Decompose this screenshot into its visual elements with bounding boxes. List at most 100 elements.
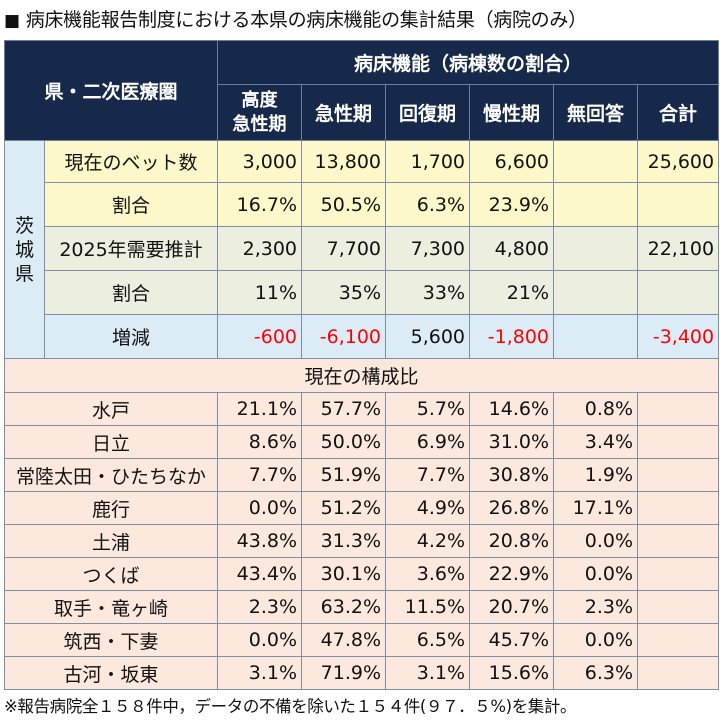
cell: 5.7% — [385, 392, 471, 426]
cell — [637, 557, 720, 591]
cell: 51.9% — [301, 458, 387, 492]
cell: 45.7% — [469, 623, 555, 657]
cell: -3,400 — [637, 314, 720, 359]
cell: 7,700 — [301, 226, 387, 271]
cell — [553, 226, 639, 271]
table-row: 水戸 21.1% 57.7% 5.7% 14.6% 0.8% — [3, 392, 720, 426]
cell: 13,800 — [301, 140, 387, 183]
cell: 2,300 — [217, 226, 303, 271]
cell: 43.4% — [217, 557, 303, 591]
cell — [637, 270, 720, 315]
footnote: ※報告病院全１５８件中，データの不備を除いた１５４件(９７．５%)を集計。 — [4, 697, 577, 716]
cell: 4,800 — [469, 226, 555, 271]
cell — [637, 458, 720, 492]
table-row: 筑西・下妻 0.0% 47.8% 6.5% 45.7% 0.0% — [3, 623, 720, 657]
cell: 14.6% — [469, 392, 555, 426]
row-label: 増減 — [43, 314, 219, 359]
cell — [553, 270, 639, 315]
col-header-chronic: 慢性期 — [469, 84, 555, 141]
cell: 15.6% — [469, 656, 555, 690]
row-label: つくば — [3, 557, 219, 591]
cell: 3.1% — [217, 656, 303, 690]
table-row: 割合 16.7% 50.5% 6.3% 23.9% — [4, 182, 720, 227]
col-header-high-acute: 高度 急性期 — [217, 84, 303, 141]
col-header-no-answer: 無回答 — [553, 84, 639, 141]
cell: 51.2% — [301, 491, 387, 525]
bed-function-group-header: 病床機能（病棟数の割合） — [217, 40, 720, 85]
cell: 6.3% — [553, 656, 639, 690]
cell: 1.9% — [553, 458, 639, 492]
table-row: 鹿行 0.0% 51.2% 4.9% 26.8% 17.1% — [3, 491, 720, 525]
prefecture-name: 茨 城 県 — [4, 140, 45, 359]
table-row: 取手・竜ヶ崎 2.3% 63.2% 11.5% 20.7% 2.3% — [3, 590, 720, 624]
table-row: 古河・坂東 3.1% 71.9% 3.1% 15.6% 6.3% — [3, 656, 720, 690]
cell: 16.7% — [217, 182, 303, 227]
cell: 20.8% — [469, 524, 555, 558]
cell: -6,100 — [301, 314, 387, 359]
row-label: 鹿行 — [3, 491, 219, 525]
cell: 0.0% — [217, 623, 303, 657]
cell — [637, 392, 720, 426]
cell: 6,600 — [469, 140, 555, 183]
row-label: 常陸太田・ひたちなか — [3, 458, 219, 492]
cell: 4.9% — [385, 491, 471, 525]
cell: 30.1% — [301, 557, 387, 591]
cell: 35% — [301, 270, 387, 315]
cell — [637, 590, 720, 624]
cell: 20.7% — [469, 590, 555, 624]
cell — [637, 623, 720, 657]
cell: 31.3% — [301, 524, 387, 558]
cell: 25,600 — [637, 140, 720, 183]
cell: 31.0% — [469, 425, 555, 459]
cell: 3.1% — [385, 656, 471, 690]
cell: 0.0% — [217, 491, 303, 525]
cell: -600 — [217, 314, 303, 359]
cell: 50.5% — [301, 182, 387, 227]
cell: 50.0% — [301, 425, 387, 459]
region-column-header: 県・二次医療圏 — [3, 40, 219, 141]
composition-heading: 現在の構成比 — [3, 358, 720, 393]
cell: 8.6% — [217, 425, 303, 459]
table-row: 日立 8.6% 50.0% 6.9% 31.0% 3.4% — [3, 425, 720, 459]
cell: 11.5% — [385, 590, 471, 624]
row-label: 筑西・下妻 — [3, 623, 219, 657]
page-title: ■ 病床機能報告制度における本県の病床機能の集計結果（病院のみ） — [4, 4, 718, 36]
cell — [553, 314, 639, 359]
cell: 0.8% — [553, 392, 639, 426]
cell: 21.1% — [217, 392, 303, 426]
cell: 21% — [469, 270, 555, 315]
cell: 26.8% — [469, 491, 555, 525]
cell: 63.2% — [301, 590, 387, 624]
title-text: 病床機能報告制度における本県の病床機能の集計結果（病院のみ） — [25, 9, 587, 31]
title-marker: ■ — [4, 11, 20, 31]
row-label: 土浦 — [3, 524, 219, 558]
cell: 22.9% — [469, 557, 555, 591]
cell: 47.8% — [301, 623, 387, 657]
section-heading-row: 現在の構成比 — [3, 358, 720, 393]
cell: 11% — [217, 270, 303, 315]
cell — [637, 182, 720, 227]
cell: 3,000 — [217, 140, 303, 183]
cell: 17.1% — [553, 491, 639, 525]
cell: 5,600 — [385, 314, 471, 359]
cell: 3.4% — [553, 425, 639, 459]
cell: 1,700 — [385, 140, 471, 183]
row-label: 日立 — [3, 425, 219, 459]
row-label: 取手・竜ヶ崎 — [3, 590, 219, 624]
table-row: 割合 11% 35% 33% 21% — [4, 270, 720, 315]
cell: 6.3% — [385, 182, 471, 227]
table-row: 茨 城 県 現在のベット数 3,000 13,800 1,700 6,600 2… — [4, 140, 720, 359]
cell: 7.7% — [217, 458, 303, 492]
cell: 7,300 — [385, 226, 471, 271]
row-label: 割合 — [43, 182, 219, 227]
table-row: つくば 43.4% 30.1% 3.6% 22.9% 0.0% — [3, 557, 720, 591]
col-header-total: 合計 — [637, 84, 720, 141]
composition-rows: 水戸 21.1% 57.7% 5.7% 14.6% 0.8% 日立 8.6% 50.0% 6.9%… — [3, 392, 720, 690]
table-row: 2025年需要推計 2,300 7,700 7,300 4,800 22,100 — [4, 226, 720, 271]
cell: 0.0% — [553, 524, 639, 558]
table-row: 土浦 43.8% 31.3% 4.2% 20.8% 0.0% — [3, 524, 720, 558]
cell — [637, 425, 720, 459]
cell: 7.7% — [385, 458, 471, 492]
cell: -1,800 — [469, 314, 555, 359]
bed-function-table: 県・二次医療圏 病床機能（病棟数の割合） 高度 急性期 急性期 回復期 慢性期 無… — [3, 40, 720, 690]
